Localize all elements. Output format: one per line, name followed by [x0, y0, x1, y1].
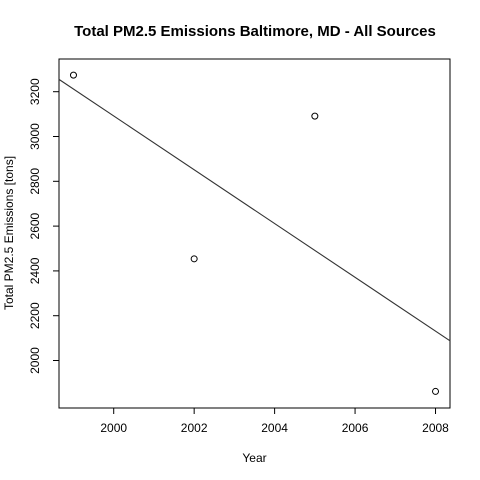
- x-tick-label-2006: 2006: [342, 421, 369, 435]
- data-point-1999: [69, 71, 77, 79]
- y-axis: 2000 2200 2400 2600 2800 3000 3200: [28, 78, 59, 374]
- y-tick-label-2600: 2600: [28, 212, 42, 239]
- x-axis: 2000 2002 2004 2006 2008: [100, 408, 449, 435]
- data-point-2008: [432, 387, 440, 395]
- data-points: [69, 71, 440, 395]
- y-tick-label-2000: 2000: [28, 347, 42, 374]
- data-point-2002: [190, 255, 198, 263]
- x-tick-label-2002: 2002: [181, 421, 208, 435]
- y-axis-label: Total PM2.5 Emissions [tons]: [2, 156, 16, 310]
- x-tick-label-2008: 2008: [422, 421, 449, 435]
- y-tick-label-3000: 3000: [28, 123, 42, 150]
- y-tick-label-3200: 3200: [28, 78, 42, 105]
- data-point-2005: [311, 112, 319, 120]
- y-tick-label-2800: 2800: [28, 168, 42, 195]
- y-tick-label-2400: 2400: [28, 257, 42, 284]
- x-tick-label-2000: 2000: [100, 421, 127, 435]
- trend-line-group: [58, 78, 451, 342]
- plot-frame: [58, 58, 451, 409]
- x-axis-label: Year: [242, 451, 266, 465]
- trend-line: [58, 78, 451, 342]
- chart-title: Total PM2.5 Emissions Baltimore, MD - Al…: [74, 23, 436, 40]
- y-tick-label-2200: 2200: [28, 302, 42, 329]
- x-tick-label-2004: 2004: [261, 421, 288, 435]
